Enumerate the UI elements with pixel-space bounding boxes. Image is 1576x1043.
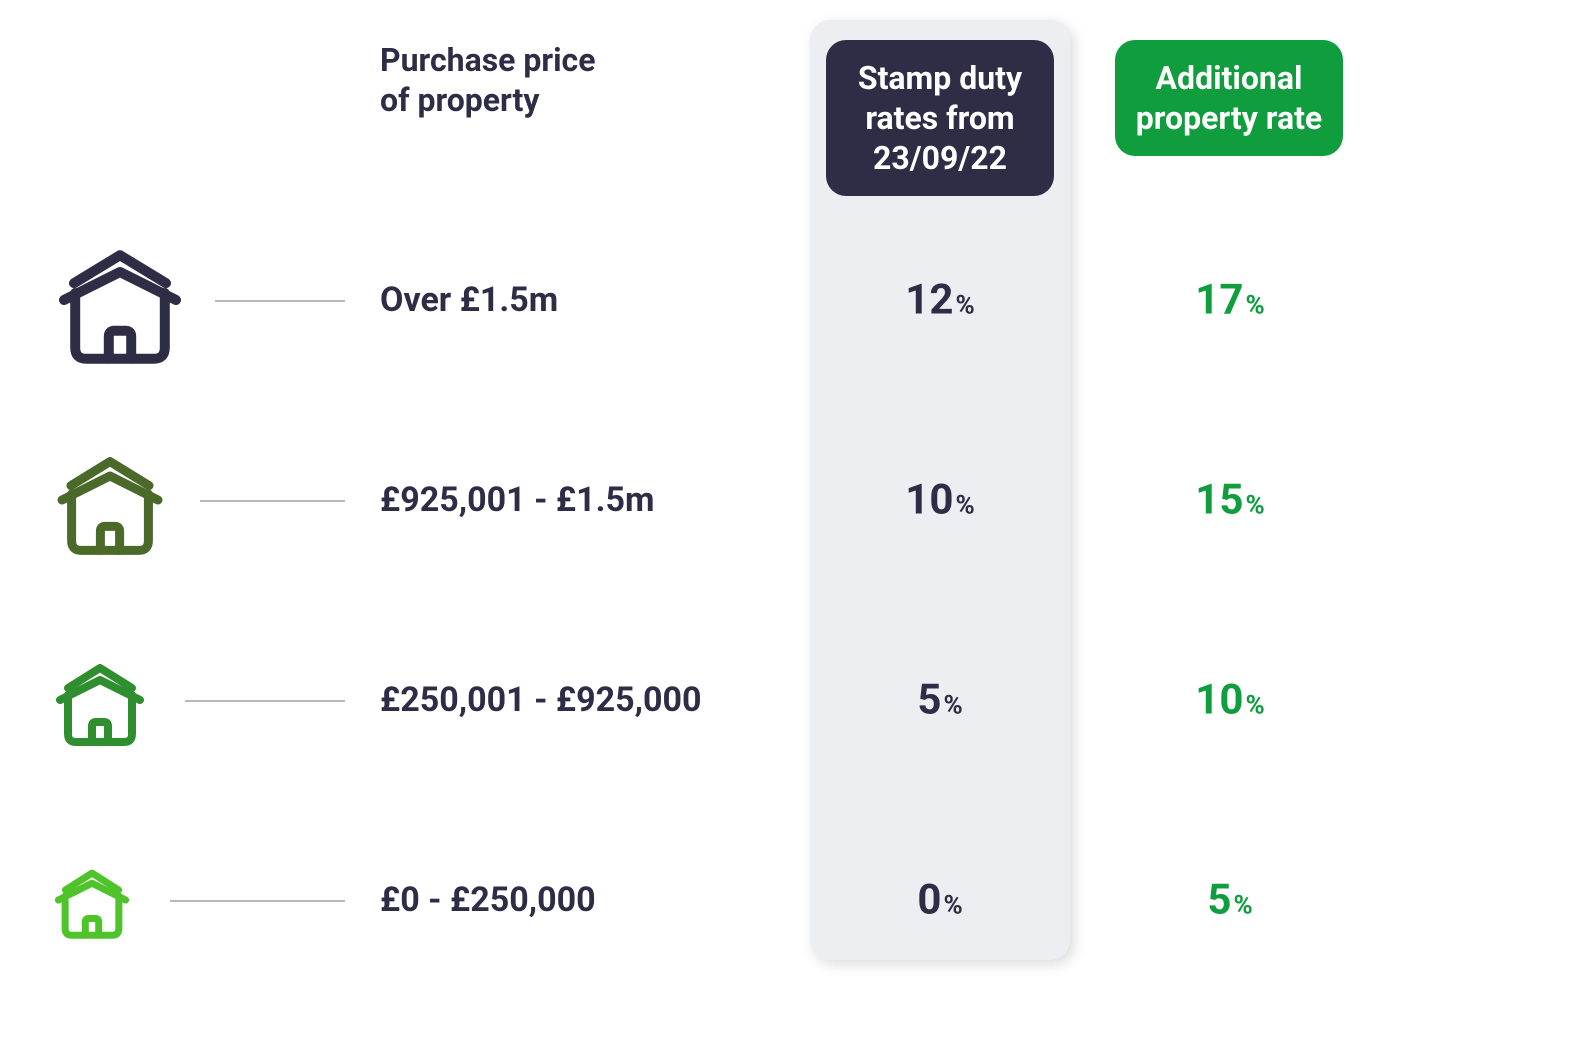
rate-value: 10	[1195, 676, 1243, 725]
percent-sign: %	[943, 891, 962, 921]
additional-property-rate: 10%	[1100, 676, 1360, 725]
stamp-duty-rate: 5%	[810, 676, 1070, 725]
rate-row: £250,001 - £925,0005%10%	[40, 640, 1435, 760]
percent-sign: %	[1245, 691, 1264, 721]
rate-value: 5	[917, 676, 941, 725]
price-band-label: Over £1.5m	[380, 280, 558, 320]
leader-line	[185, 700, 345, 702]
column-header-rate-main: Stamp duty rates from 23/09/22	[826, 40, 1054, 196]
additional-property-rate: 5%	[1100, 876, 1360, 925]
percent-sign: %	[955, 491, 974, 521]
price-band-label: £925,001 - £1.5m	[380, 480, 654, 520]
percent-sign: %	[955, 291, 974, 321]
rate-value: 12	[905, 276, 953, 325]
rate-value: 10	[905, 476, 953, 525]
rate-row: Over £1.5m12%17%	[40, 240, 1435, 360]
price-band-label: £250,001 - £925,000	[380, 680, 702, 720]
price-band-label: £0 - £250,000	[380, 880, 596, 920]
house-icon	[50, 230, 190, 370]
rate-value: 5	[1207, 876, 1231, 925]
house-icon	[50, 650, 150, 750]
percent-sign: %	[1245, 291, 1264, 321]
percent-sign: %	[1245, 491, 1264, 521]
column-header-price: Purchase priceof property	[380, 40, 760, 120]
column-header-rate-additional: Additional property rate	[1115, 40, 1343, 156]
percent-sign: %	[1233, 891, 1252, 921]
stamp-duty-rate: 0%	[810, 876, 1070, 925]
stamp-duty-rate: 10%	[810, 476, 1070, 525]
house-icon	[50, 858, 134, 942]
rate-value: 17	[1195, 276, 1243, 325]
leader-line	[200, 500, 345, 502]
rate-row: £925,001 - £1.5m10%15%	[40, 440, 1435, 560]
rate-value: 0	[917, 876, 941, 925]
chart-stage: Purchase priceof property Stamp duty rat…	[0, 0, 1576, 1043]
leader-line	[170, 900, 345, 902]
additional-property-rate: 17%	[1100, 276, 1360, 325]
rate-row: £0 - £250,0000%5%	[40, 840, 1435, 960]
leader-line	[215, 300, 345, 302]
stamp-duty-rate: 12%	[810, 276, 1070, 325]
stamp-duty-chart: Purchase priceof property Stamp duty rat…	[40, 20, 1435, 960]
additional-property-rate: 15%	[1100, 476, 1360, 525]
house-icon	[50, 440, 170, 560]
percent-sign: %	[943, 691, 962, 721]
rate-value: 15	[1195, 476, 1243, 525]
